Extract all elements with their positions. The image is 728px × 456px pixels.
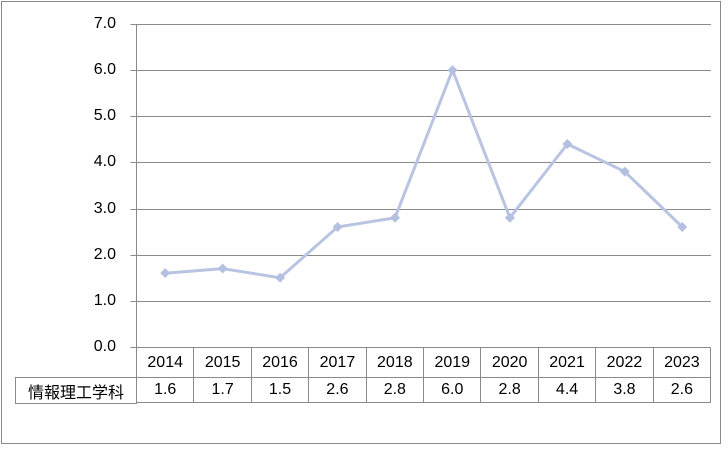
series-marker	[160, 268, 171, 279]
y-axis-label: 2.0	[93, 246, 116, 263]
y-axis-label: 6.0	[93, 61, 116, 78]
series-marker	[677, 222, 688, 233]
series-line	[163, 68, 684, 280]
value-cell: 6.0	[424, 378, 482, 402]
series-marker	[447, 65, 458, 76]
year-cell: 2019	[424, 348, 482, 378]
year-cell: 2015	[194, 348, 252, 378]
data-table-year-row: 2014 2015 2016 2017 2018 2019 2020 2021 …	[136, 347, 712, 378]
y-axis-label: 0.0	[93, 338, 116, 355]
value-cell: 1.5	[252, 378, 310, 402]
series-marker	[504, 212, 515, 223]
y-axis-label: 1.0	[93, 292, 116, 309]
y-axis-label: 4.0	[93, 153, 116, 170]
year-cell: 2014	[137, 348, 195, 378]
series-marker	[619, 166, 630, 177]
series-marker	[562, 138, 573, 149]
series-label-cell: 情報理工学科	[15, 377, 137, 404]
value-cell: 4.4	[539, 378, 597, 402]
year-cell: 2022	[596, 348, 654, 378]
y-axis-label: 3.0	[93, 200, 116, 217]
year-cell: 2017	[309, 348, 367, 378]
series-marker	[217, 263, 228, 274]
value-cell: 2.8	[481, 378, 539, 402]
year-cell: 2023	[654, 348, 712, 378]
value-cell: 1.7	[194, 378, 252, 402]
data-table-value-row: 1.6 1.7 1.5 2.6 2.8 6.0 2.8 4.4 3.8 2.6	[136, 377, 712, 403]
value-cell: 3.8	[596, 378, 654, 402]
series-marker	[275, 272, 286, 283]
value-cell: 1.6	[137, 378, 195, 402]
y-axis-label: 7.0	[93, 15, 116, 32]
value-cell: 2.6	[309, 378, 367, 402]
series-marker	[390, 212, 401, 223]
year-cell: 2021	[539, 348, 597, 378]
value-cell: 2.6	[654, 378, 712, 402]
value-cell: 2.8	[367, 378, 425, 402]
y-axis-label: 5.0	[93, 107, 116, 124]
year-cell: 2020	[481, 348, 539, 378]
series-marker	[332, 222, 343, 233]
year-cell: 2018	[367, 348, 425, 378]
year-cell: 2016	[252, 348, 310, 378]
